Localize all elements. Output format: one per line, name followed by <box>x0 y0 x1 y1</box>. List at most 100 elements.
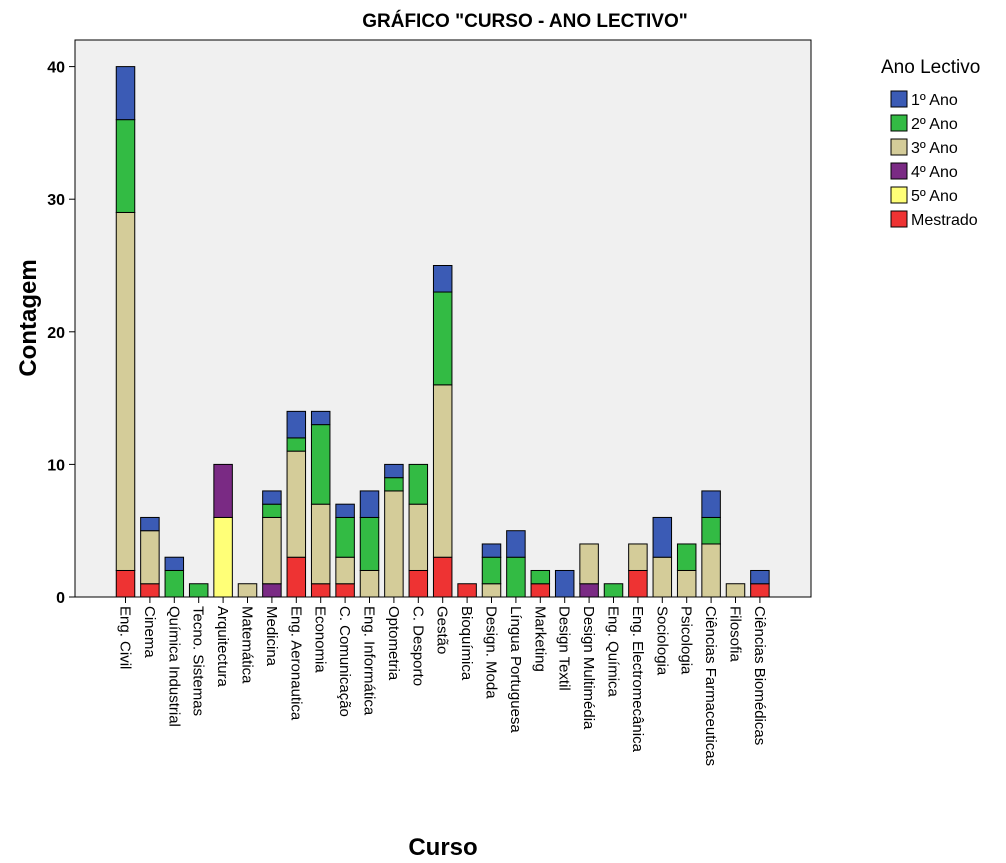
bar-segment <box>384 490 404 598</box>
x-category-label: Bioquímica <box>458 606 475 681</box>
x-category-label: Filosofia <box>727 606 744 663</box>
bar-segment <box>188 583 209 598</box>
bar-segment <box>335 516 355 558</box>
bar-segment <box>676 543 697 571</box>
legend-label: 1º Ano <box>911 92 958 109</box>
bar-segment <box>262 490 282 505</box>
bar-segment <box>432 291 453 386</box>
legend-title: Ano Lectivo <box>881 57 980 78</box>
bar-segment <box>701 516 721 545</box>
bar-segment <box>579 543 599 585</box>
bar-segment <box>140 583 160 598</box>
x-category-label: Cinema <box>141 606 158 658</box>
y-tick-label: 40 <box>47 60 65 77</box>
legend-label: 4º Ano <box>911 164 958 181</box>
bar-segment <box>408 569 429 598</box>
bar-segment <box>213 516 233 598</box>
legend-swatch <box>890 114 908 132</box>
legend-swatch <box>890 90 908 108</box>
bar-segment <box>384 477 404 492</box>
x-category-label: C. Desporto <box>409 606 426 686</box>
x-category-label: Design Multimédia <box>580 606 597 730</box>
x-category-label: Química Industrial <box>165 606 182 727</box>
bar-segment <box>701 490 721 518</box>
x-category-label: C. Comunicação <box>336 606 353 717</box>
bar-segment <box>359 516 380 571</box>
bar-segment <box>506 556 526 598</box>
bar-segment <box>310 424 331 505</box>
x-category-label: Gestão <box>434 606 451 654</box>
legend-label: 5º Ano <box>911 188 958 205</box>
bar-segment <box>432 556 453 598</box>
x-category-label: Marketing <box>531 606 548 672</box>
bar-segment <box>676 569 697 598</box>
bar-segment <box>432 384 453 558</box>
x-category-label: Sociologia <box>653 606 670 676</box>
bar-segment <box>262 503 282 518</box>
bar-segment <box>457 583 477 598</box>
legend-swatch <box>890 138 908 156</box>
bar-segment <box>335 503 355 518</box>
bar-segment <box>310 410 331 426</box>
x-category-label: Eng. Aeronautica <box>287 606 304 721</box>
bar-segment <box>359 490 380 518</box>
bars-group <box>115 66 770 598</box>
bar-segment <box>408 503 429 571</box>
bar-segment <box>432 265 453 293</box>
x-category-label: Psicologia <box>678 606 695 675</box>
bar-segment <box>481 556 502 585</box>
bar-segment <box>506 530 526 558</box>
bar-segment <box>481 543 502 558</box>
x-category-label: Design Textil <box>556 606 573 691</box>
bar-segment <box>115 119 136 213</box>
legend-swatch <box>890 210 908 228</box>
x-category-label: Língua Portuguesa <box>507 606 524 733</box>
y-tick-label: 30 <box>47 192 65 209</box>
x-axis-category-labels: Eng. Civil Cinema Química Industrial Tecno.… <box>117 597 768 766</box>
bar-segment <box>481 583 502 598</box>
bar-segment <box>652 516 673 558</box>
y-axis: 0 10 20 30 40 <box>47 60 75 607</box>
chart-title: GRÁFICO "CURSO - ANO LECTIVO" <box>362 10 688 32</box>
bar-segment <box>701 543 721 598</box>
bar-segment <box>554 569 575 598</box>
bar-segment <box>286 450 307 558</box>
bar-segment <box>286 437 307 452</box>
x-category-label: Ciências Biomédicas <box>751 606 768 745</box>
x-category-label: Matemática <box>239 606 256 684</box>
x-category-label: Tecno. Sistemas <box>190 606 207 716</box>
bar-segment <box>652 556 673 598</box>
bar-segment <box>164 569 185 598</box>
bar-segment <box>310 503 331 585</box>
x-axis-title: Curso <box>408 834 477 861</box>
bar-segment <box>530 569 551 585</box>
x-category-label: Ciências Farmaceuticas <box>702 606 719 766</box>
x-category-label: Eng. Electromecânica <box>629 606 646 753</box>
bar-segment <box>140 516 160 532</box>
bar-segment <box>628 543 648 571</box>
bar-segment <box>335 556 355 585</box>
legend-label: Mestrado <box>911 212 978 229</box>
bar-segment <box>335 583 355 598</box>
x-category-label: Arquitectura <box>214 606 231 688</box>
bar-segment <box>115 66 136 121</box>
legend-swatch <box>890 186 908 204</box>
bar-segment <box>310 583 331 598</box>
bar-segment <box>750 569 770 585</box>
legend-label: 2º Ano <box>911 116 958 133</box>
bar-segment <box>725 583 746 598</box>
bar-segment <box>286 410 307 439</box>
bar-segment <box>115 211 136 571</box>
bar-segment <box>603 583 624 598</box>
bar-segment <box>359 569 380 598</box>
y-tick-label: 0 <box>56 590 65 607</box>
bar-segment <box>628 569 648 598</box>
y-tick-label: 20 <box>47 325 65 342</box>
x-category-label: Medicina <box>263 606 280 667</box>
bar-segment <box>408 463 429 505</box>
x-category-label: Eng. Civil <box>117 606 134 669</box>
bar-segment <box>237 583 258 598</box>
bar-segment <box>750 583 770 598</box>
bar-segment <box>579 583 599 598</box>
